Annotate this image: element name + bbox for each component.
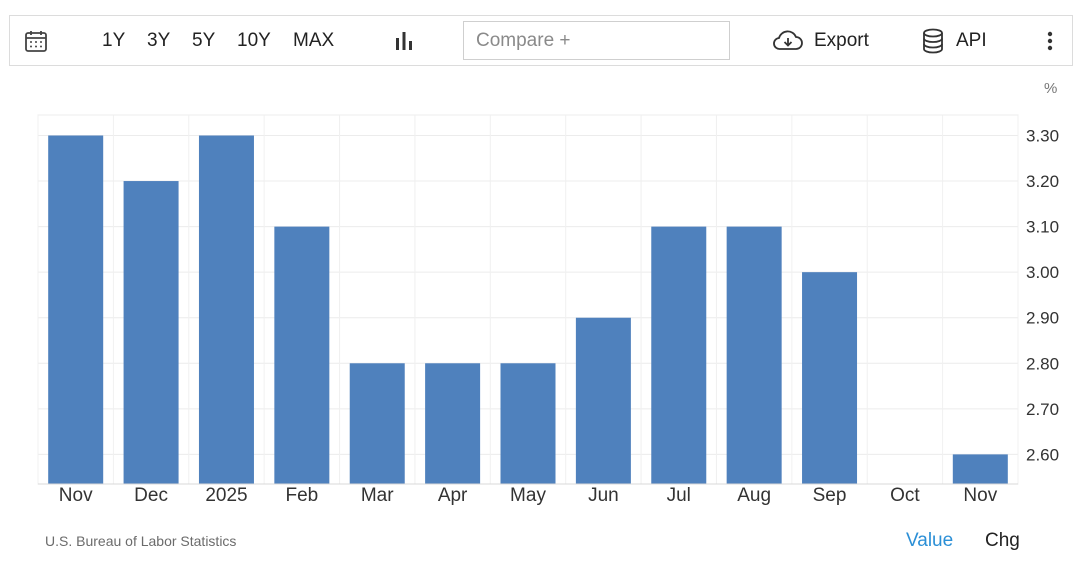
- bar: [123, 181, 179, 485]
- export-button[interactable]: Export: [772, 16, 869, 65]
- calendar-icon[interactable]: [24, 16, 48, 65]
- bar: [500, 363, 556, 484]
- bar: [651, 226, 707, 484]
- bar-chart-icon[interactable]: [393, 16, 415, 65]
- range-1y-button[interactable]: 1Y: [102, 29, 126, 51]
- y-tick-label: 2.90: [1026, 309, 1059, 328]
- range-3y-button[interactable]: 3Y: [147, 29, 171, 51]
- x-tick-label: 2025: [205, 485, 247, 506]
- x-tick-label: Jun: [588, 485, 619, 506]
- y-tick-label: 2.60: [1026, 445, 1059, 464]
- range-5y-button[interactable]: 5Y: [192, 29, 216, 51]
- bar: [274, 226, 330, 484]
- bar-chart: 3.30 3.20 3.10 3.00 2.90 2.80 2.70 2.60 Nov Dec 20…: [37, 114, 1059, 506]
- export-label: Export: [814, 29, 869, 51]
- x-tick-label: Sep: [813, 485, 847, 506]
- cloud-download-icon: [772, 29, 804, 53]
- source-label: U.S. Bureau of Labor Statistics: [45, 533, 237, 549]
- value-tab-button[interactable]: Value: [906, 530, 954, 551]
- bar: [726, 226, 782, 484]
- bar: [425, 363, 481, 484]
- y-tick-label: 3.10: [1026, 218, 1059, 237]
- database-icon: [922, 28, 944, 54]
- x-tick-label: Feb: [285, 485, 318, 506]
- x-tick-label: Nov: [963, 485, 997, 506]
- chart-toolbar: 1Y 3Y 5Y 10Y MAX Compare + Export: [9, 15, 1073, 66]
- bar: [802, 272, 858, 484]
- x-tick-label: Aug: [737, 485, 771, 506]
- y-tick-label: 2.80: [1026, 354, 1059, 373]
- bar: [48, 135, 104, 484]
- x-tick-label: Mar: [361, 485, 394, 506]
- x-tick-label: Jul: [667, 485, 691, 506]
- x-tick-label: Oct: [890, 485, 920, 506]
- chg-tab-button[interactable]: Chg: [985, 530, 1020, 551]
- x-tick-label: Apr: [438, 485, 468, 506]
- y-tick-label: 3.30: [1026, 127, 1059, 146]
- y-tick-label: 2.70: [1026, 400, 1059, 419]
- bar: [952, 454, 1008, 484]
- bar: [198, 135, 254, 484]
- bar: [575, 317, 631, 484]
- x-tick-label: Dec: [134, 485, 168, 506]
- range-max-button[interactable]: MAX: [293, 29, 335, 51]
- y-tick-label: 3.20: [1026, 172, 1059, 191]
- api-button[interactable]: API: [922, 16, 987, 65]
- y-tick-label: 3.00: [1026, 263, 1059, 282]
- y-axis-unit: %: [1044, 80, 1058, 97]
- api-label: API: [956, 29, 987, 51]
- compare-input[interactable]: Compare +: [463, 21, 730, 60]
- x-tick-label: May: [510, 485, 546, 506]
- range-10y-button[interactable]: 10Y: [237, 29, 271, 51]
- x-tick-label: Nov: [59, 485, 93, 506]
- vertical-dots-icon[interactable]: [1040, 16, 1060, 65]
- bar: [349, 363, 405, 484]
